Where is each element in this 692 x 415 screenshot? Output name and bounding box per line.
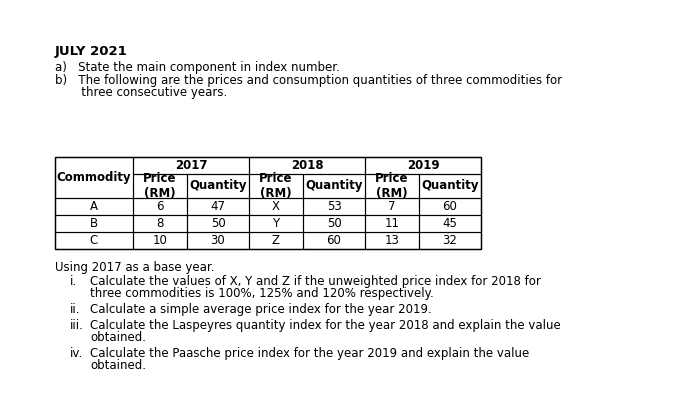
Bar (365, 174, 419, 198)
Text: Quantity: Quantity (305, 180, 363, 193)
Text: Z: Z (272, 234, 280, 247)
Text: 6: 6 (156, 200, 164, 213)
Bar (55, 157, 481, 249)
Text: JULY 2021: JULY 2021 (55, 45, 128, 58)
Text: obtained.: obtained. (90, 359, 146, 372)
Text: 30: 30 (210, 234, 226, 247)
Bar (55, 215, 133, 232)
Text: 45: 45 (443, 217, 457, 230)
Text: obtained.: obtained. (90, 331, 146, 344)
Text: i.: i. (70, 275, 77, 288)
Text: Price
(RM): Price (RM) (375, 172, 409, 200)
Text: Quantity: Quantity (189, 180, 247, 193)
Bar (419, 215, 481, 232)
Bar (133, 198, 187, 215)
Text: Using 2017 as a base year.: Using 2017 as a base year. (55, 261, 215, 274)
Text: 53: 53 (327, 200, 341, 213)
Text: three commodities is 100%, 125% and 120% respectively.: three commodities is 100%, 125% and 120%… (90, 287, 434, 300)
Bar (419, 198, 481, 215)
Text: Price
(RM): Price (RM) (143, 172, 176, 200)
Bar (249, 232, 303, 249)
Bar (55, 198, 133, 215)
Text: 50: 50 (210, 217, 226, 230)
Bar (55, 157, 133, 198)
Text: 2018: 2018 (291, 159, 323, 172)
Bar (303, 215, 365, 232)
Text: 50: 50 (327, 217, 341, 230)
Bar (303, 232, 365, 249)
Text: 2017: 2017 (175, 159, 207, 172)
Text: 7: 7 (388, 200, 396, 213)
Text: 11: 11 (385, 217, 399, 230)
Text: 8: 8 (156, 217, 164, 230)
Text: Calculate the Paasche price index for the year 2019 and explain the value: Calculate the Paasche price index for th… (90, 347, 529, 360)
Text: A: A (90, 200, 98, 213)
Text: 13: 13 (385, 234, 399, 247)
Bar (365, 157, 481, 174)
Text: 10: 10 (152, 234, 167, 247)
Bar (249, 174, 303, 198)
Text: iii.: iii. (70, 319, 84, 332)
Text: Calculate a simple average price index for the year 2019.: Calculate a simple average price index f… (90, 303, 432, 316)
Text: C: C (90, 234, 98, 247)
Text: 60: 60 (327, 234, 341, 247)
Text: b)   The following are the prices and consumption quantities of three commoditie: b) The following are the prices and cons… (55, 74, 562, 87)
Bar (365, 215, 419, 232)
Text: Price
(RM): Price (RM) (260, 172, 293, 200)
Text: three consecutive years.: three consecutive years. (55, 86, 227, 99)
Text: B: B (90, 217, 98, 230)
Bar (365, 198, 419, 215)
Bar (419, 174, 481, 198)
Text: Calculate the values of X, Y and Z if the unweighted price index for 2018 for: Calculate the values of X, Y and Z if th… (90, 275, 541, 288)
Text: a)   State the main component in index number.: a) State the main component in index num… (55, 61, 340, 74)
Text: Commodity: Commodity (57, 171, 131, 184)
Bar (365, 232, 419, 249)
Bar (133, 174, 187, 198)
Text: 32: 32 (443, 234, 457, 247)
Bar (249, 157, 365, 174)
Text: Y: Y (273, 217, 280, 230)
Bar (133, 157, 249, 174)
Text: 2019: 2019 (407, 159, 439, 172)
Bar (249, 198, 303, 215)
Bar (187, 174, 249, 198)
Text: X: X (272, 200, 280, 213)
Bar (187, 198, 249, 215)
Bar (187, 232, 249, 249)
Text: 47: 47 (210, 200, 226, 213)
Text: ii.: ii. (70, 303, 80, 316)
Bar (133, 232, 187, 249)
Bar (303, 174, 365, 198)
Text: 60: 60 (443, 200, 457, 213)
Text: Calculate the Laspeyres quantity index for the year 2018 and explain the value: Calculate the Laspeyres quantity index f… (90, 319, 561, 332)
Bar (55, 232, 133, 249)
Bar (419, 232, 481, 249)
Bar (249, 215, 303, 232)
Bar (187, 215, 249, 232)
Text: Quantity: Quantity (421, 180, 479, 193)
Bar (133, 215, 187, 232)
Text: iv.: iv. (70, 347, 83, 360)
Bar (303, 198, 365, 215)
